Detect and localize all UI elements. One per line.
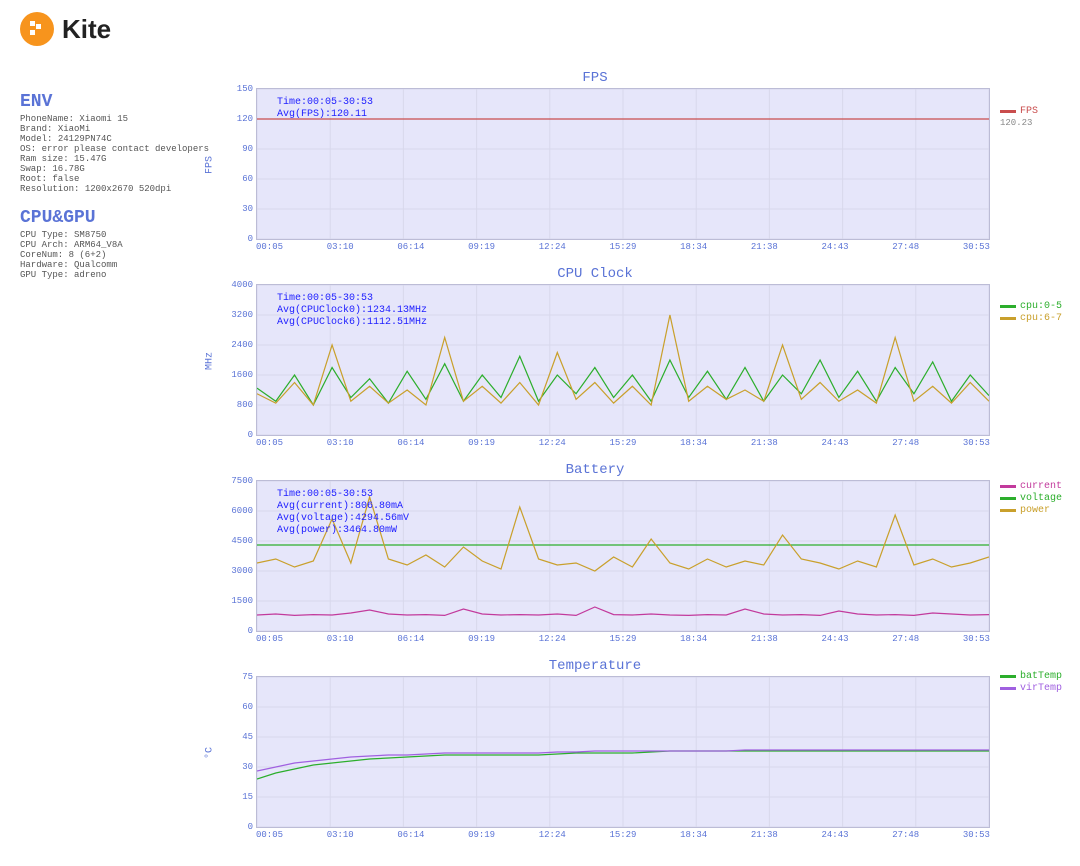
legend-label: power	[1020, 505, 1050, 516]
fps-legend: FPS120.23	[1000, 105, 1038, 129]
env-section: ENV PhoneName: Xiaomi 15 Brand: XiaoMi M…	[20, 92, 200, 194]
env-res: Resolution: 1200x2670 520dpi	[20, 184, 200, 194]
y-tick: 1600	[231, 370, 257, 380]
legend-swatch	[1000, 687, 1016, 690]
env-ram: Ram size: 15.47G	[20, 154, 200, 164]
gpu-type: GPU Type: adreno	[20, 270, 200, 280]
plot-area: 0306090120150Time:00:05-30:53Avg(FPS):12…	[256, 88, 990, 240]
y-tick: 3200	[231, 310, 257, 320]
legend-swatch	[1000, 110, 1016, 113]
legend-swatch	[1000, 497, 1016, 500]
legend-swatch	[1000, 305, 1016, 308]
y-tick: 90	[242, 144, 257, 154]
y-tick: 30	[242, 204, 257, 214]
legend-label: FPS	[1020, 106, 1038, 117]
legend-label: virTemp	[1020, 683, 1062, 694]
bat-chart: Battery 015003000450060007500Time:00:05-3…	[200, 462, 990, 652]
plot-area: 01530456075	[256, 676, 990, 828]
y-tick: 60	[242, 174, 257, 184]
x-ticks: 00:0503:1006:1409:1912:2415:2918:3421:38…	[256, 634, 990, 644]
y-tick: 15	[242, 792, 257, 802]
y-tick: 800	[237, 400, 257, 410]
logo-wordmark: Kite	[62, 14, 111, 45]
cpugpu-heading: CPU&GPU	[20, 208, 200, 228]
chart-title: CPU Clock	[200, 266, 990, 282]
legend-label: voltage	[1020, 493, 1062, 504]
legend-item: batTemp	[1000, 671, 1062, 682]
y-tick: 3000	[231, 566, 257, 576]
legend-swatch	[1000, 485, 1016, 488]
y-tick: 7500	[231, 476, 257, 486]
tmp-chart: Temperature°C0153045607500:0503:1006:140…	[200, 658, 990, 848]
cpugpu-section: CPU&GPU CPU Type: SM8750 CPU Arch: ARM64…	[20, 208, 200, 280]
x-ticks: 00:0503:1006:1409:1912:2415:2918:3421:38…	[256, 830, 990, 840]
legend-item: power	[1000, 505, 1062, 516]
env-phonename: PhoneName: Xiaomi 15	[20, 114, 200, 124]
legend-item: voltage	[1000, 493, 1062, 504]
cpu-type: CPU Type: SM8750	[20, 230, 200, 240]
legend-item: cpu:6-7	[1000, 313, 1062, 324]
charts-area: FPS FPS 0306090120150Time:00:05-30:53Avg(F…	[200, 70, 990, 856]
y-tick: 45	[242, 732, 257, 742]
cpu-legend: cpu:0-5cpu:6-7	[1000, 300, 1062, 325]
legend-item: current	[1000, 481, 1062, 492]
y-tick: 60	[242, 702, 257, 712]
y-tick: 150	[237, 84, 257, 94]
env-model: Model: 24129PN74C	[20, 134, 200, 144]
y-tick: 4500	[231, 536, 257, 546]
legend-label: batTemp	[1020, 671, 1062, 682]
y-tick: 0	[248, 626, 257, 636]
y-tick: 1500	[231, 596, 257, 606]
legend-label: cpu:6-7	[1020, 313, 1062, 324]
y-tick: 2400	[231, 340, 257, 350]
chart-title: Temperature	[200, 658, 990, 674]
legend-item: FPS	[1000, 106, 1038, 117]
env-os: OS: error please contact developers	[20, 144, 200, 154]
y-tick: 4000	[231, 280, 257, 290]
x-ticks: 00:0503:1006:1409:1912:2415:2918:3421:38…	[256, 438, 990, 448]
legend-stat: 120.23	[1000, 118, 1038, 128]
y-tick: 75	[242, 672, 257, 682]
y-axis-label: °C	[205, 747, 216, 759]
legend-swatch	[1000, 509, 1016, 512]
logo: Kite	[20, 12, 111, 46]
cpu-hw: Hardware: Qualcomm	[20, 260, 200, 270]
fps-chart: FPS FPS 0306090120150Time:00:05-30:53Avg(F…	[200, 70, 990, 260]
y-tick: 0	[248, 430, 257, 440]
y-tick: 0	[248, 822, 257, 832]
y-axis-label: FPS	[205, 156, 216, 174]
legend-swatch	[1000, 317, 1016, 320]
x-ticks: 00:0503:1006:1409:1912:2415:2918:3421:38…	[256, 242, 990, 252]
tmp-legend: batTempvirTemp	[1000, 670, 1062, 695]
legend-item: cpu:0-5	[1000, 301, 1062, 312]
plot-area: 08001600240032004000Time:00:05-30:53Avg(…	[256, 284, 990, 436]
y-tick: 6000	[231, 506, 257, 516]
y-tick: 30	[242, 762, 257, 772]
env-root: Root: false	[20, 174, 200, 184]
sidebar: ENV PhoneName: Xiaomi 15 Brand: XiaoMi M…	[20, 90, 200, 294]
legend-item: virTemp	[1000, 683, 1062, 694]
env-brand: Brand: XiaoMi	[20, 124, 200, 134]
legend-swatch	[1000, 675, 1016, 678]
kite-logo-icon	[20, 12, 54, 46]
plot-area: 015003000450060007500Time:00:05-30:53Avg…	[256, 480, 990, 632]
legend-label: current	[1020, 481, 1062, 492]
cpu-arch: CPU Arch: ARM64_V8A	[20, 240, 200, 250]
y-axis-label: MHz	[205, 352, 216, 370]
y-tick: 0	[248, 234, 257, 244]
cpu-chart: CPU Clock MHz 08001600240032004000Time:00:…	[200, 266, 990, 456]
y-tick: 120	[237, 114, 257, 124]
chart-title: FPS	[200, 70, 990, 86]
legend-label: cpu:0-5	[1020, 301, 1062, 312]
env-heading: ENV	[20, 92, 200, 112]
chart-title: Battery	[200, 462, 990, 478]
env-swap: Swap: 16.78G	[20, 164, 200, 174]
bat-legend: currentvoltagepower	[1000, 480, 1062, 517]
cpu-cores: CoreNum: 8 (6+2)	[20, 250, 200, 260]
